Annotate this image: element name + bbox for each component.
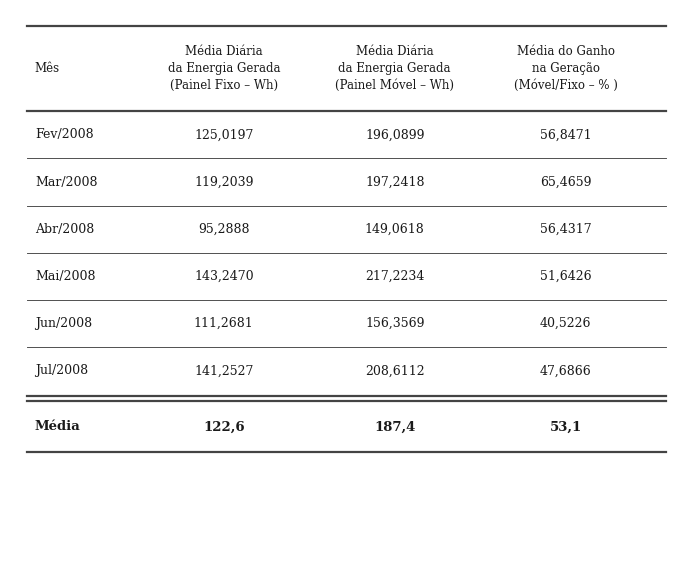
Text: Abr/2008: Abr/2008 bbox=[35, 223, 94, 236]
Text: Jun/2008: Jun/2008 bbox=[35, 317, 92, 330]
Text: 187,4: 187,4 bbox=[374, 420, 415, 433]
Text: 95,2888: 95,2888 bbox=[198, 223, 250, 236]
Text: 125,0197: 125,0197 bbox=[194, 128, 254, 141]
Text: Mês: Mês bbox=[35, 62, 60, 75]
Text: 149,0618: 149,0618 bbox=[365, 223, 424, 236]
Text: 65,4659: 65,4659 bbox=[540, 176, 592, 188]
Text: Média Diária
da Energia Gerada
(Painel Móvel – Wh): Média Diária da Energia Gerada (Painel M… bbox=[335, 45, 454, 92]
Text: 53,1: 53,1 bbox=[549, 420, 582, 433]
Text: Mai/2008: Mai/2008 bbox=[35, 270, 95, 283]
Text: 111,2681: 111,2681 bbox=[194, 317, 254, 330]
Text: 119,2039: 119,2039 bbox=[194, 176, 254, 188]
Text: 196,0899: 196,0899 bbox=[365, 128, 424, 141]
Text: Média: Média bbox=[35, 420, 81, 433]
Text: Jul/2008: Jul/2008 bbox=[35, 365, 88, 377]
Text: 56,8471: 56,8471 bbox=[540, 128, 592, 141]
Text: 122,6: 122,6 bbox=[203, 420, 245, 433]
Text: 217,2234: 217,2234 bbox=[365, 270, 424, 283]
Text: 141,2527: 141,2527 bbox=[194, 365, 254, 377]
Text: Média Diária
da Energia Gerada
(Painel Fixo – Wh): Média Diária da Energia Gerada (Painel F… bbox=[167, 45, 280, 92]
Text: Fev/2008: Fev/2008 bbox=[35, 128, 93, 141]
Text: 56,4317: 56,4317 bbox=[540, 223, 592, 236]
Text: 51,6426: 51,6426 bbox=[540, 270, 592, 283]
Text: 197,2418: 197,2418 bbox=[365, 176, 424, 188]
Text: 156,3569: 156,3569 bbox=[365, 317, 424, 330]
Text: 40,5226: 40,5226 bbox=[540, 317, 592, 330]
Text: Mar/2008: Mar/2008 bbox=[35, 176, 97, 188]
Text: 47,6866: 47,6866 bbox=[540, 365, 592, 377]
Text: 208,6112: 208,6112 bbox=[365, 365, 424, 377]
Text: 143,2470: 143,2470 bbox=[194, 270, 254, 283]
Text: Média do Ganho
na Geração
(Móvel/Fixo – % ): Média do Ganho na Geração (Móvel/Fixo – … bbox=[514, 45, 617, 92]
